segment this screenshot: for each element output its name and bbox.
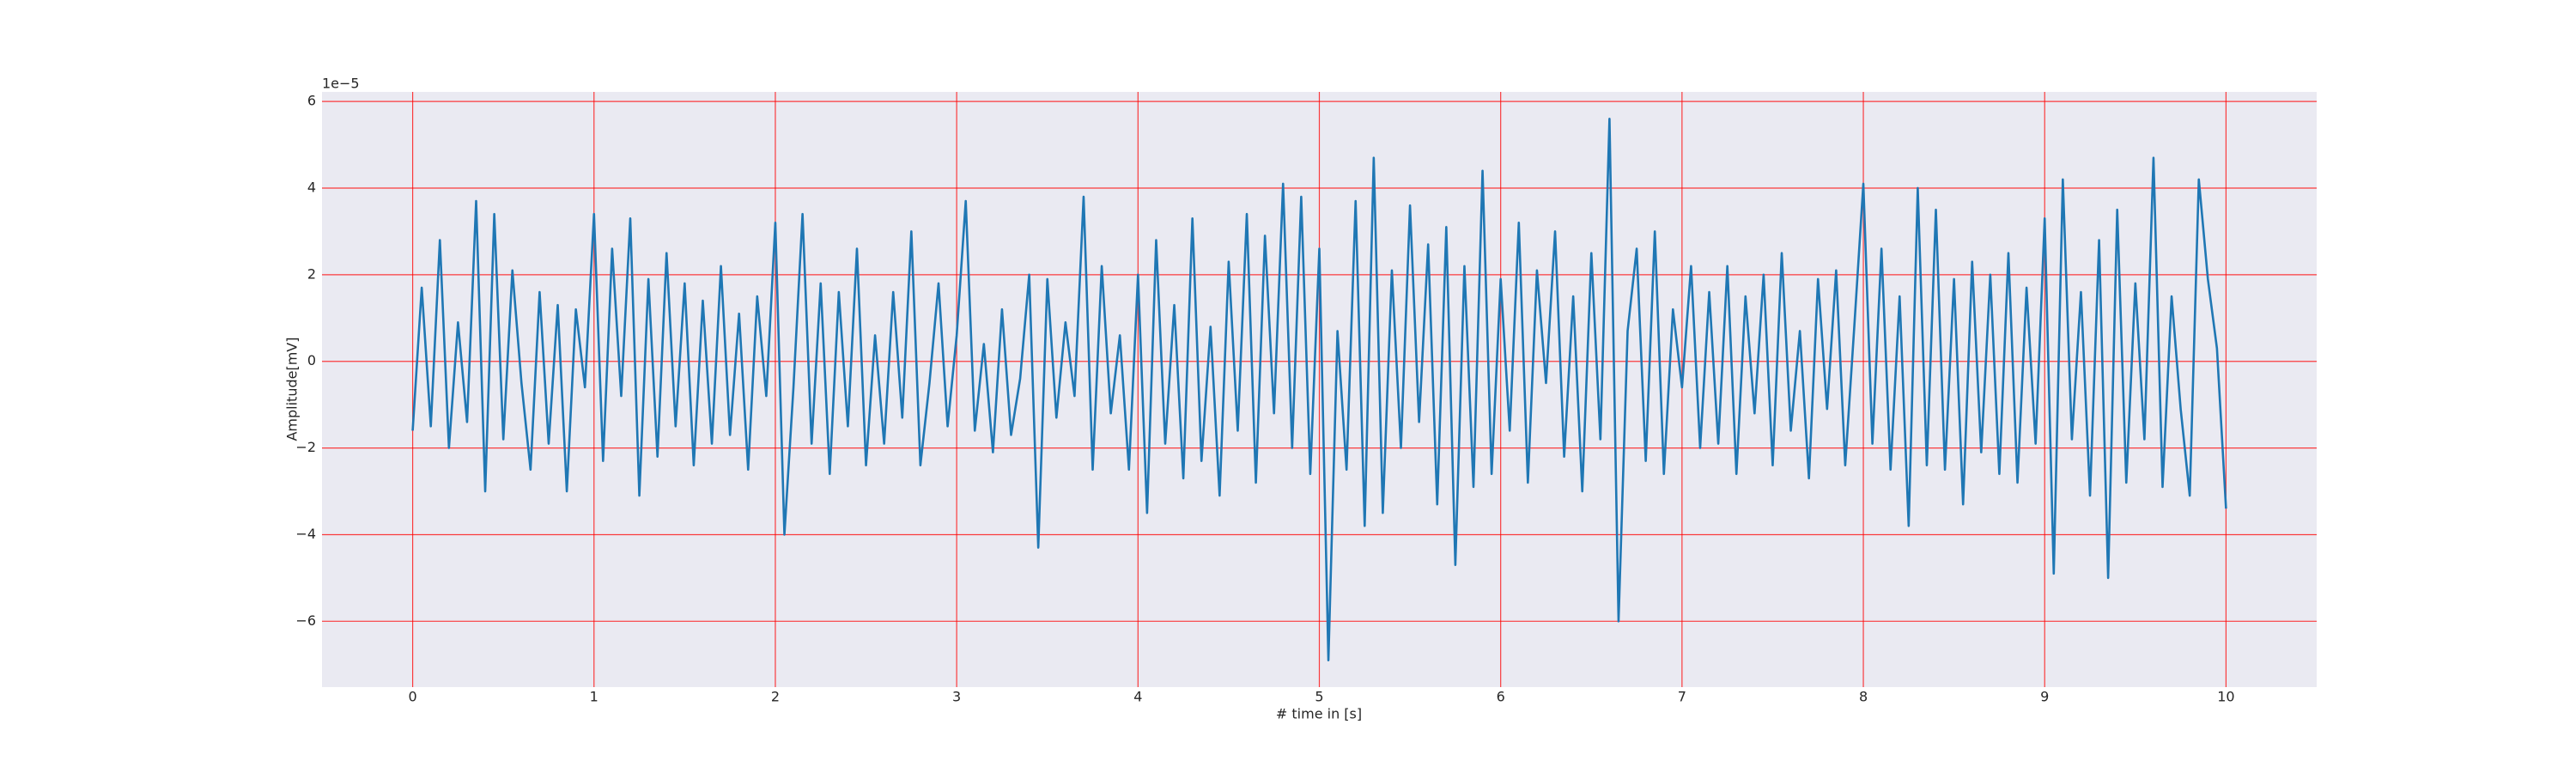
x-tick-label: 8 (1859, 689, 1868, 705)
signal-line (411, 117, 2227, 662)
x-tick-label: 7 (1678, 689, 1686, 705)
y-tick-label: 2 (307, 265, 316, 282)
x-tick-label: 10 (2217, 689, 2234, 705)
y-tick-label: 6 (307, 93, 316, 109)
x-tick-label: 4 (1133, 689, 1142, 705)
y-offset-label: 1e−5 (322, 76, 360, 92)
y-tick-label: −2 (295, 439, 316, 455)
x-axis-label: # time in [s] (1276, 706, 1362, 722)
x-tick-label: 5 (1315, 689, 1323, 705)
x-tick-label: 6 (1497, 689, 1505, 705)
x-tick-label: 9 (2040, 689, 2049, 705)
y-axis-label: Amplitude[mV] (284, 337, 301, 441)
y-tick-label: −4 (295, 526, 316, 542)
y-tick-label: 4 (307, 179, 316, 195)
y-tick-label: 0 (307, 352, 316, 368)
x-tick-label: 1 (590, 689, 598, 705)
x-tick-label: 0 (408, 689, 416, 705)
y-tick-label: −6 (295, 612, 316, 629)
x-tick-label: 3 (952, 689, 961, 705)
x-tick-label: 2 (771, 689, 780, 705)
